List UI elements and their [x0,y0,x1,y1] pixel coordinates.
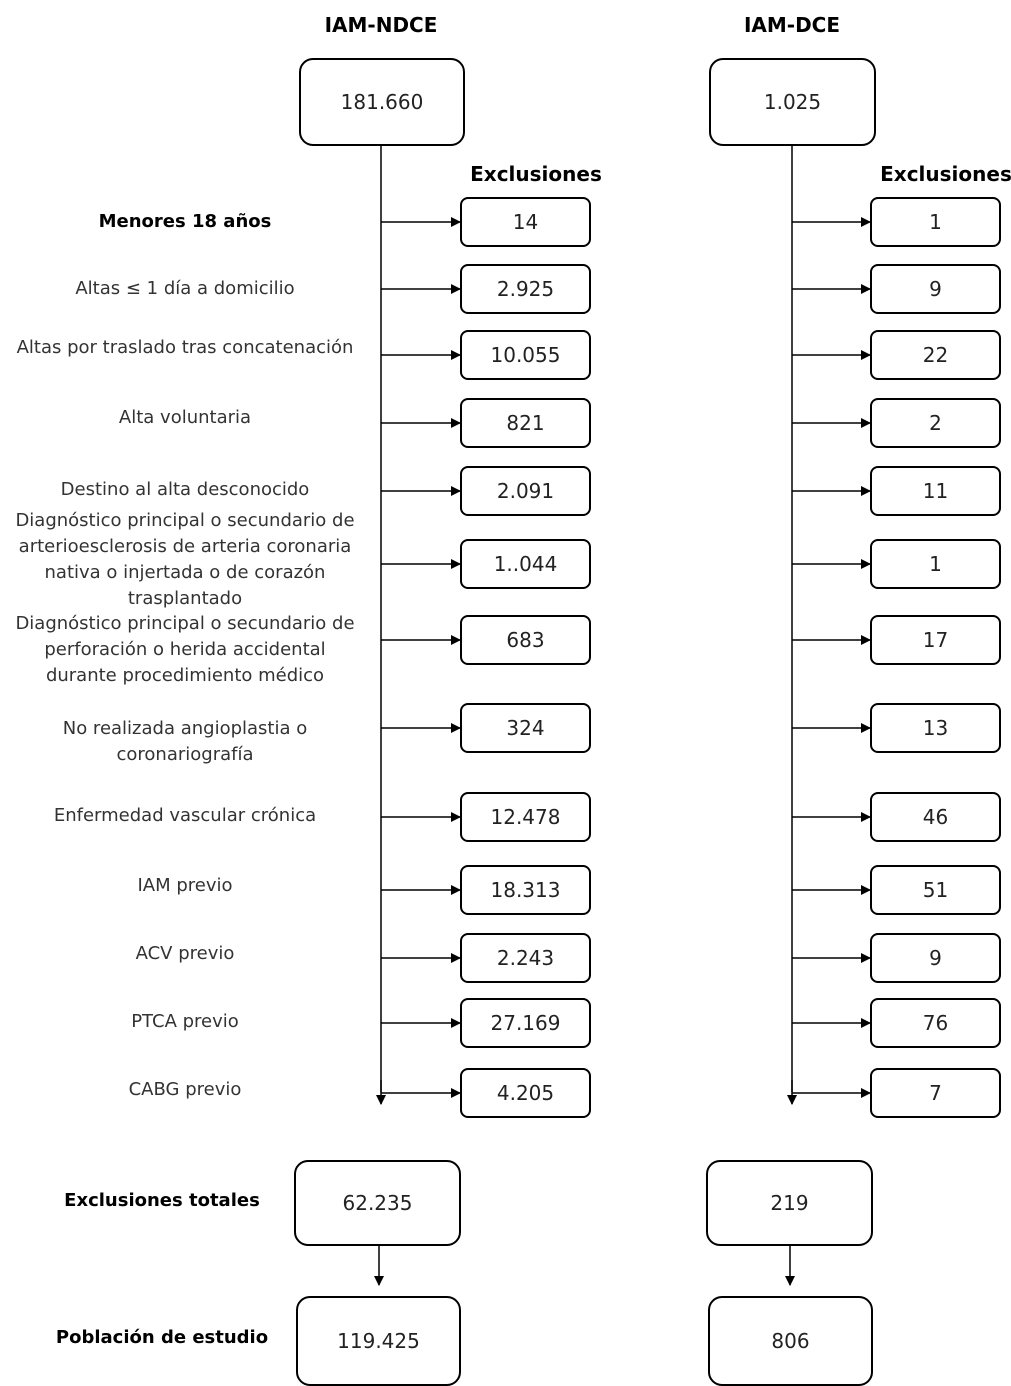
exclusions-header: Exclusiones [880,162,1011,186]
exclusion-box: 2.243 [460,933,591,983]
exclusion-box: 2.091 [460,466,591,516]
exclusion-box: 1 [870,197,1001,247]
exclusion-box: 9 [870,933,1001,983]
criterion-label: IAM previo [137,875,233,896]
exclusion-box: 7 [870,1068,1001,1118]
start-box: 1.025 [709,58,876,146]
exclusion-box: 27.169 [460,998,591,1048]
exclusion-box: 4.205 [460,1068,591,1118]
exclusion-box: 11 [870,466,1001,516]
criterion-label: Menores 18 años [98,211,272,232]
criterion-label: CABG previo [128,1079,242,1100]
exclusion-box: 324 [460,703,591,753]
population-box: 806 [708,1296,873,1386]
exclusion-box: 17 [870,615,1001,665]
exclusion-box: 14 [460,197,591,247]
population-label: Población de estudio [55,1327,269,1348]
column-title: IAM-DCE [743,13,841,37]
exclusion-box: 2.925 [460,264,591,314]
exclusion-box: 22 [870,330,1001,380]
exclusion-box: 13 [870,703,1001,753]
criterion-label: ACV previo [135,943,235,964]
criterion-label: Diagnóstico principal o secundario de ar… [15,510,355,609]
exclusion-box: 821 [460,398,591,448]
exclusions-header: Exclusiones [470,162,602,186]
criterion-label: No realizada angioplastia o coronariogra… [62,718,308,765]
exclusion-box: 18.313 [460,865,591,915]
exclusion-box: 12.478 [460,792,591,842]
start-box: 181.660 [299,58,465,146]
criterion-label: Altas ≤ 1 día a domicilio [75,278,295,299]
exclusion-box: 9 [870,264,1001,314]
exclusion-box: 76 [870,998,1001,1048]
exclusion-box: 46 [870,792,1001,842]
population-box: 119.425 [296,1296,461,1386]
criterion-label: Alta voluntaria [118,407,252,428]
exclusion-box: 2 [870,398,1001,448]
totals-label: Exclusiones totales [64,1190,260,1211]
column-title: IAM-NDCE [324,13,438,37]
criterion-label: Diagnóstico principal o secundario de pe… [15,613,355,686]
criterion-label: Enfermedad vascular crónica [53,805,317,826]
exclusion-box: 51 [870,865,1001,915]
criterion-label: PTCA previo [131,1011,239,1032]
exclusion-box: 1 [870,539,1001,589]
exclusion-box: 1..044 [460,539,591,589]
criterion-label: Altas por traslado tras concatenación [16,337,354,358]
exclusion-box: 10.055 [460,330,591,380]
total-box: 219 [706,1160,873,1246]
total-box: 62.235 [294,1160,461,1246]
exclusion-box: 683 [460,615,591,665]
criterion-label: Destino al alta desconocido [60,479,310,500]
